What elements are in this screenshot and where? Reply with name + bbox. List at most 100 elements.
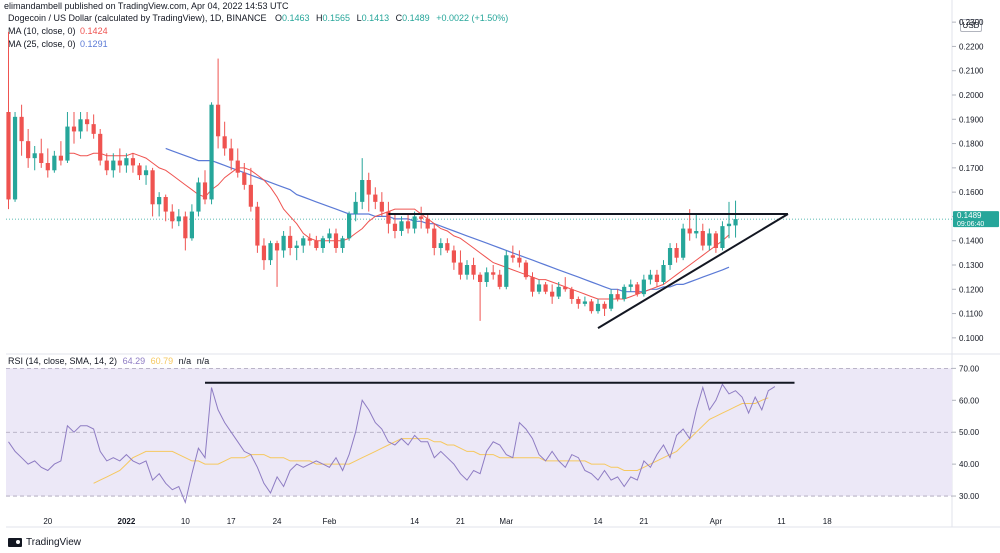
ohlc-high: H0.1565 (316, 13, 351, 23)
price-tick-label: 0.2100 (959, 67, 984, 76)
price-tick-label: 0.1200 (959, 285, 984, 294)
ma25-value: 0.1291 (80, 39, 108, 49)
candle-body (307, 238, 312, 241)
candle-body (229, 148, 234, 161)
candle-body (386, 211, 391, 224)
candle-body (491, 272, 496, 275)
footer-brand[interactable]: TradingView (8, 537, 81, 548)
candle-body (504, 255, 509, 287)
rsi-tick-label: 60.00 (959, 396, 980, 405)
publisher-header: elimandambell published on TradingView.c… (4, 1, 289, 11)
candle-body (667, 248, 673, 265)
currency-button[interactable]: USD (960, 19, 982, 32)
candle-body (19, 116, 24, 142)
rising-trendline[interactable] (597, 213, 789, 330)
candle-body (674, 248, 679, 258)
rsi-sma-value: 60.79 (150, 356, 174, 366)
candle-body (517, 257, 522, 263)
rsi-tick-label: 50.00 (959, 428, 980, 437)
rsi-value: 64.29 (122, 356, 146, 366)
price-tag-value: 0.1489 (957, 211, 982, 220)
time-tick-label: 18 (823, 517, 832, 526)
candle-body (602, 303, 607, 309)
candle-body (497, 274, 502, 287)
price-tick-label: 0.1600 (959, 188, 984, 197)
candle-body (288, 235, 293, 248)
price-tick-label: 0.2000 (959, 91, 984, 100)
candle-body (681, 228, 686, 258)
candle-body (523, 262, 529, 278)
candle-body (32, 153, 37, 159)
candle-body (39, 153, 44, 163)
candle-body (726, 223, 732, 227)
price-tick-label: 0.1400 (959, 237, 984, 246)
rsi-na-1: n/a (178, 356, 192, 366)
candle-body (635, 284, 640, 295)
candle-body (595, 303, 601, 312)
candle-body (26, 141, 31, 159)
candle-body (347, 214, 352, 239)
candle-body (445, 243, 450, 251)
candle-body (235, 160, 240, 173)
candle-body (366, 180, 371, 195)
candle-body (615, 294, 620, 299)
candle-body (117, 160, 122, 166)
candle-body (209, 104, 214, 200)
candle-body (85, 119, 90, 125)
rsi-na-2: n/a (196, 356, 210, 366)
time-tick-label: Feb (323, 517, 337, 526)
candle-body (471, 265, 476, 275)
candle-body (609, 294, 614, 309)
candle-body (65, 126, 70, 161)
candle-body (314, 240, 319, 248)
candle-body (661, 265, 666, 282)
candle-body (399, 221, 404, 231)
candle-body (451, 250, 456, 263)
candle-body (707, 233, 712, 246)
candle-body (412, 216, 417, 229)
candle-body (248, 184, 253, 207)
candle-body (720, 226, 725, 248)
ma10-value: 0.1424 (80, 26, 108, 36)
candle-body (628, 284, 633, 287)
candle-body (556, 286, 561, 297)
candle-body (360, 180, 365, 202)
candle-body (484, 272, 489, 282)
candle-body (6, 112, 11, 200)
rsi-line (8, 383, 776, 505)
time-tick-label: Mar (499, 517, 513, 526)
time-tick-label: 21 (639, 517, 648, 526)
candle-body (150, 170, 155, 205)
time-tick-label: 24 (273, 517, 282, 526)
rsi-tick-label: 70.00 (959, 364, 980, 373)
candle-body (268, 243, 273, 261)
candle-body (189, 211, 194, 239)
time-tick-label: 14 (410, 517, 419, 526)
candle-body (176, 216, 181, 222)
candle-body (373, 194, 378, 202)
candle-body (425, 218, 430, 229)
candle-body (143, 170, 149, 176)
candle-body (353, 201, 358, 214)
candle-body (536, 284, 542, 292)
time-tick-label: 11 (777, 517, 786, 526)
candle-body (216, 104, 221, 137)
price-tag-countdown: 09:06:40 (957, 221, 984, 228)
ohlc-open: O0.1463 (274, 13, 310, 23)
symbol-legend: Dogecoin / US Dollar (calculated by Trad… (8, 13, 508, 23)
candle-body (438, 243, 443, 248)
candle-body (392, 223, 398, 231)
price-tick-label: 0.1700 (959, 164, 984, 173)
symbol-title: Dogecoin / US Dollar (calculated by Trad… (8, 13, 267, 23)
time-tick-label: 2022 (118, 517, 136, 526)
candle-body (327, 233, 332, 239)
price-tick-label: 0.1300 (959, 261, 984, 270)
candle-body (91, 124, 96, 134)
candle-body (543, 284, 548, 292)
candle-body (333, 233, 339, 248)
candle-body (550, 291, 555, 297)
candle-body (124, 158, 129, 166)
candle-body (274, 243, 280, 251)
candle-body (320, 238, 325, 248)
